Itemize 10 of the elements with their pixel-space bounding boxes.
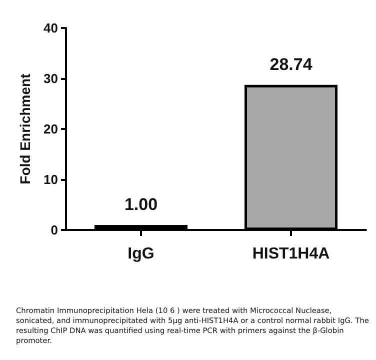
y-tick-label: 40 xyxy=(44,20,58,36)
y-tick-label: 10 xyxy=(44,172,58,187)
data-label: 1.00 xyxy=(124,194,158,214)
y-tick-label: 20 xyxy=(44,122,58,136)
y-axis-title: Fold Enrichment xyxy=(17,73,33,184)
x-tick-label: HIST1H4A xyxy=(252,246,330,262)
x-tick-label: IgG xyxy=(128,246,154,262)
y-tick-label: 0 xyxy=(50,222,58,238)
y-tick-label: 30 xyxy=(44,71,58,86)
data-label: 28.74 xyxy=(270,54,313,74)
